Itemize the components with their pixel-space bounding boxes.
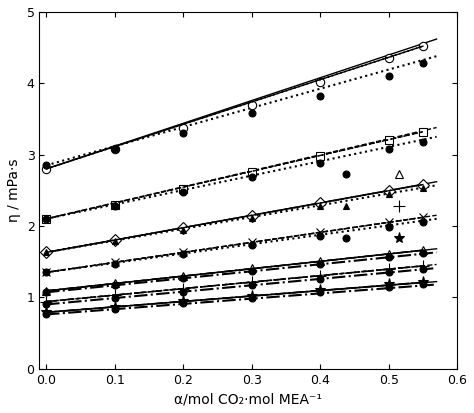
Y-axis label: η / mPa·s: η / mPa·s [7,159,21,222]
X-axis label: α/mol CO₂·mol MEA⁻¹: α/mol CO₂·mol MEA⁻¹ [174,392,322,406]
